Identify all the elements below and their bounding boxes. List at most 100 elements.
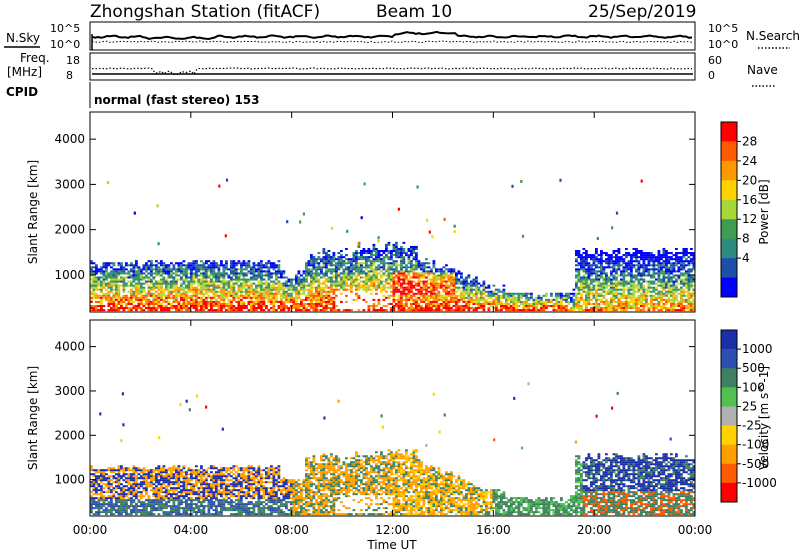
heatmap-cell	[125, 276, 128, 279]
heatmap-cell	[477, 298, 481, 301]
heatmap-cell	[100, 479, 103, 482]
heatmap-cell	[167, 292, 171, 295]
heatmap-cell	[132, 495, 136, 498]
heatmap-cell	[422, 272, 426, 275]
heatmap-cell	[232, 284, 236, 287]
heatmap-cell	[416, 185, 419, 189]
heatmap-cell	[385, 280, 388, 283]
heatmap-cell	[640, 294, 643, 297]
heatmap-cell	[495, 296, 498, 299]
heatmap-cell	[575, 270, 578, 273]
heatmap-cell	[367, 278, 371, 281]
heatmap-cell	[430, 284, 433, 287]
heatmap-cell	[125, 262, 128, 265]
heatmap-cell	[357, 270, 361, 273]
heatmap-cell	[545, 302, 548, 305]
heatmap-cell	[132, 270, 136, 273]
heatmap-cell	[122, 479, 126, 482]
heatmap-cell	[105, 288, 108, 291]
heatmap-cell	[525, 292, 528, 295]
heatmap-cell	[137, 473, 141, 476]
heatmap-cell	[90, 290, 93, 293]
heatmap-cell	[392, 278, 396, 281]
heatmap-cell	[160, 483, 163, 486]
heatmap-cell	[362, 250, 366, 253]
heatmap-cell	[222, 294, 226, 297]
heatmap-cell	[260, 298, 263, 301]
heatmap-cell	[102, 309, 106, 312]
heatmap-cell	[132, 471, 136, 474]
heatmap-cell	[217, 272, 221, 275]
heatmap-cell	[662, 298, 666, 301]
heatmap-cell	[410, 302, 413, 305]
heatmap-cell	[602, 252, 606, 255]
heatmap-cell	[507, 302, 511, 305]
heatmap-cell	[417, 302, 421, 305]
heatmap-cell	[117, 493, 121, 496]
heatmap-cell	[570, 296, 573, 299]
heatmap-cell	[425, 266, 428, 269]
heatmap-cell	[397, 264, 401, 267]
heatmap-cell	[377, 284, 381, 287]
heatmap-cell	[262, 278, 266, 281]
heatmap-cell	[267, 286, 271, 289]
heatmap-cell	[240, 282, 243, 285]
heatmap-cell	[157, 497, 161, 500]
heatmap-cell	[120, 262, 123, 265]
heatmap-cell	[440, 270, 443, 273]
heatmap-cell	[415, 307, 418, 310]
heatmap-cell	[115, 302, 118, 305]
heatmap-cell	[597, 278, 601, 281]
heatmap-cell	[630, 262, 633, 265]
heatmap-cell	[327, 264, 331, 267]
heatmap-cell	[325, 307, 328, 310]
heatmap-cell	[632, 252, 636, 255]
heatmap-cell	[360, 270, 363, 273]
heatmap-cell	[407, 296, 411, 299]
heatmap-cell	[515, 302, 518, 305]
heatmap-cell	[615, 286, 618, 289]
heatmap-cell	[135, 278, 138, 281]
heatmap-cell	[565, 296, 568, 299]
heatmap-cell	[127, 513, 131, 516]
heatmap-cell	[257, 302, 261, 305]
heatmap-cell	[567, 292, 571, 295]
heatmap-cell	[150, 477, 153, 480]
heatmap-cell	[217, 307, 221, 310]
heatmap-cell	[415, 292, 418, 295]
heatmap-cell	[605, 266, 608, 269]
heatmap-cell	[687, 268, 691, 271]
heatmap-cell	[185, 274, 188, 277]
heatmap-cell	[680, 298, 683, 301]
heatmap-cell	[572, 300, 576, 303]
heatmap-cell	[232, 298, 236, 301]
heatmap-cell	[262, 309, 266, 312]
heatmap-cell	[132, 280, 136, 283]
heatmap-cell	[312, 296, 316, 299]
heatmap-cell	[442, 276, 446, 279]
heatmap-cell	[127, 302, 131, 305]
heatmap-cell	[100, 304, 103, 308]
heatmap-cell	[285, 307, 288, 310]
heatmap-cell	[100, 290, 103, 293]
heatmap-cell	[690, 254, 693, 257]
heatmap-cell	[650, 296, 653, 299]
heatmap-cell	[455, 278, 458, 281]
heatmap-cell	[117, 475, 121, 478]
heatmap-cell	[582, 298, 586, 301]
heatmap-cell	[227, 280, 231, 283]
heatmap-cell	[97, 294, 101, 297]
heatmap-cell	[205, 260, 208, 263]
heatmap-cell	[157, 270, 161, 273]
heatmap-cell	[95, 513, 98, 516]
heatmap-cell	[142, 513, 146, 516]
heatmap-cell	[150, 270, 153, 273]
heatmap-cell	[682, 278, 686, 281]
heatmap-cell	[332, 258, 336, 261]
heatmap-cell	[320, 286, 323, 289]
heatmap-cell	[455, 307, 458, 310]
heatmap-cell	[240, 288, 243, 291]
heatmap-cell	[137, 302, 141, 305]
heatmap-cell	[360, 252, 363, 255]
heatmap-cell	[387, 266, 391, 269]
